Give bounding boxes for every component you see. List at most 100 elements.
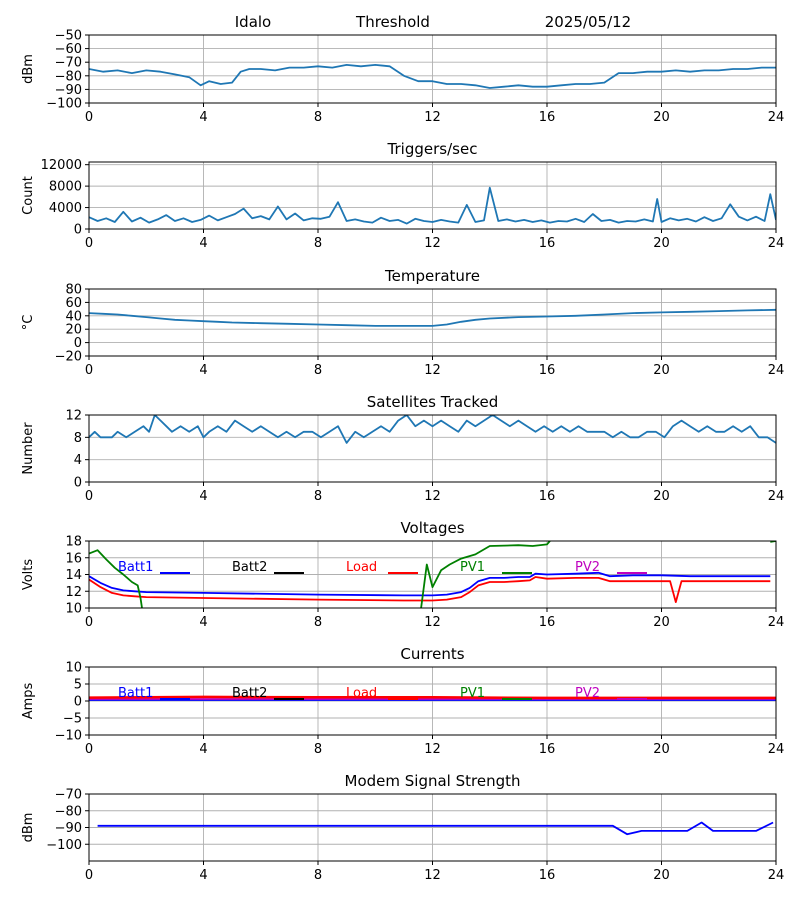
x-tick-label: 0 [85,236,93,251]
y-tick-label: 8 [74,431,82,446]
x-tick-label: 16 [539,615,556,630]
legend-label: PV2 [575,560,600,575]
series-group [89,541,776,608]
y-tick-label: 0 [74,476,82,491]
x-tick-label: 8 [314,236,322,251]
report-date: 2025/05/12 [545,13,631,31]
x-tick-label: 4 [199,363,207,378]
y-tick-label: 20 [65,323,82,338]
y-tick-label: 14 [65,568,82,583]
panel-title: Currents [400,645,464,663]
y-tick-label: −90 [55,821,82,836]
series-line-data [89,308,776,327]
y-tick-label: 40 [65,309,82,324]
y-tick-label: 10 [65,661,82,676]
y-tick-label: 12 [65,409,82,424]
x-tick-label: 8 [314,868,322,883]
legend-label: Batt2 [232,560,267,575]
series-line-batt1 [89,571,771,597]
series-line-load [89,576,771,603]
y-tick-label: 0 [74,695,82,710]
x-tick-label: 4 [199,868,207,883]
y-axis-label: Count [21,176,36,215]
x-tick-label: 4 [199,236,207,251]
x-tick-label: 12 [424,615,441,630]
x-tick-label: 8 [314,363,322,378]
x-tick-label: 20 [653,742,670,757]
series-group [97,821,774,836]
x-tick-label: 20 [653,110,670,125]
x-tick-label: 12 [424,742,441,757]
panel-threshold: 0 4 8 12 16 20 24 −100−90−80−70−60−50 dBm [21,29,784,126]
y-axis-label: °C [21,315,36,331]
plot-mode: Threshold [355,13,430,31]
y-tick-label: −70 [55,56,82,71]
x-tick-label: 4 [199,742,207,757]
y-tick-label: 12 [65,585,82,600]
y-tick-label: 8000 [49,180,82,195]
x-tick-label: 4 [199,489,207,504]
x-tick-label: 24 [768,489,785,504]
x-tick-label: 20 [653,868,670,883]
figure-header: Idalo Threshold 2025/05/12 [235,13,631,31]
x-tick-label: 0 [85,742,93,757]
series-line-data [89,186,776,225]
series-group [89,64,776,89]
x-tick-label: 0 [85,489,93,504]
legend-label: Batt1 [118,560,153,575]
series-line-pv1 [89,549,143,608]
y-tick-label: −60 [55,42,82,57]
panel-satellites: 0 4 8 12 16 20 24 0 4 8 12 Number Satellites Tracked [21,393,784,504]
x-tick-label: 0 [85,868,93,883]
series-line-data [89,415,776,444]
y-tick-label: −50 [55,29,82,44]
legend-label: Load [346,686,377,701]
x-tick-label: 24 [768,742,785,757]
y-tick-label: 60 [65,296,82,311]
y-tick-label: 5 [74,678,82,693]
y-tick-label: −20 [55,350,82,365]
x-tick-label: 16 [539,110,556,125]
panel-title: Satellites Tracked [367,393,498,411]
y-tick-label: −80 [55,69,82,84]
series-line-data [89,64,776,89]
y-tick-label: 4000 [49,201,82,216]
station-name: Idalo [235,13,271,31]
y-tick-label: 18 [65,535,82,550]
x-tick-label: 8 [314,615,322,630]
y-axis-label: Amps [21,682,36,719]
x-tick-label: 12 [424,868,441,883]
legend-label: Batt2 [232,686,267,701]
y-axis-label: dBm [21,54,36,84]
x-tick-label: 20 [653,236,670,251]
x-tick-label: 24 [768,110,785,125]
y-tick-label: −70 [55,788,82,803]
y-axis-label: Number [21,422,36,475]
y-tick-label: 16 [65,551,82,566]
x-tick-label: 24 [768,363,785,378]
x-tick-label: 12 [424,363,441,378]
y-tick-label: −90 [55,83,82,98]
x-tick-label: 12 [424,110,441,125]
y-tick-label: 0 [74,336,82,351]
x-tick-label: 16 [539,868,556,883]
panel-title: Voltages [400,519,464,537]
y-tick-label: 4 [74,453,82,468]
panel-title: Temperature [384,267,480,285]
legend-label: Load [346,560,377,575]
legend-label: PV1 [460,686,485,701]
x-tick-label: 24 [768,236,785,251]
series-line-load [89,695,776,700]
x-tick-label: 8 [314,110,322,125]
x-tick-label: 4 [199,110,207,125]
x-tick-label: 16 [539,363,556,378]
series-group [89,186,776,225]
panel-title: Modem Signal Strength [345,772,521,790]
y-tick-label: −5 [63,712,82,727]
x-tick-label: 0 [85,110,93,125]
x-tick-label: 12 [424,489,441,504]
x-tick-label: 16 [539,236,556,251]
x-tick-label: 8 [314,742,322,757]
